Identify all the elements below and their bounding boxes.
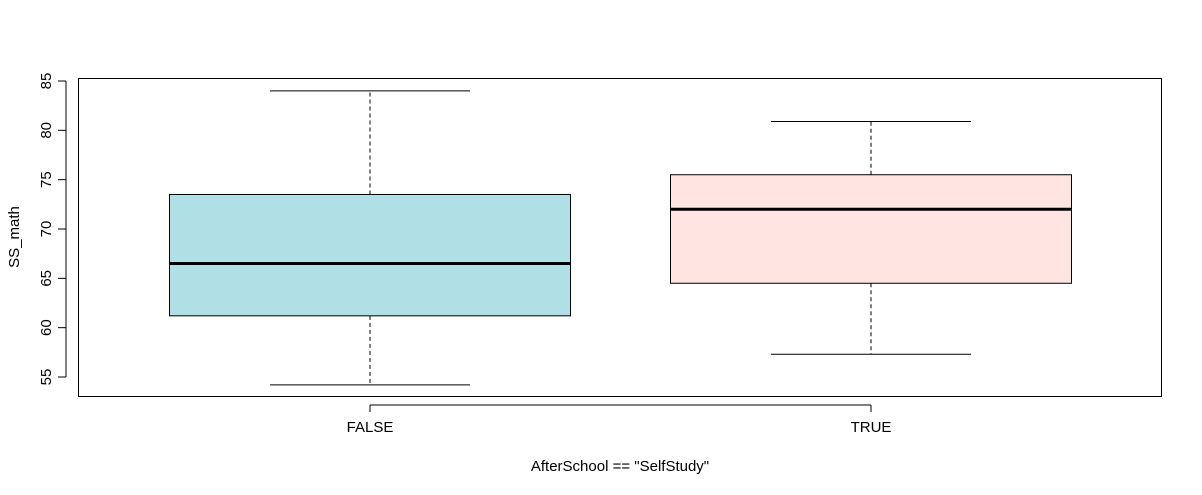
plot-frame: [78, 78, 1162, 397]
box-false: [169, 90, 571, 386]
boxes: [169, 90, 1072, 386]
y-tick-label: 55: [38, 369, 55, 386]
y-axis-label: SS_math: [6, 206, 23, 268]
box-true: [670, 120, 1072, 355]
y-tick-label: 75: [38, 171, 55, 188]
y-axis: 55 60 65 70 75 80 85: [38, 73, 67, 386]
y-tick-label: 70: [38, 221, 55, 238]
y-tick-label: 85: [38, 73, 55, 90]
y-tick-label: 65: [38, 270, 55, 287]
y-tick-label: 60: [38, 319, 55, 336]
x-tick-label: FALSE: [347, 419, 394, 436]
x-axis-label: AfterSchool == "SelfStudy": [531, 458, 709, 475]
x-axis: FALSE TRUE: [347, 404, 892, 436]
y-tick-label: 80: [38, 122, 55, 139]
x-tick-label: TRUE: [851, 419, 892, 436]
iqr-box: [169, 193, 571, 317]
iqr-box: [670, 174, 1072, 284]
